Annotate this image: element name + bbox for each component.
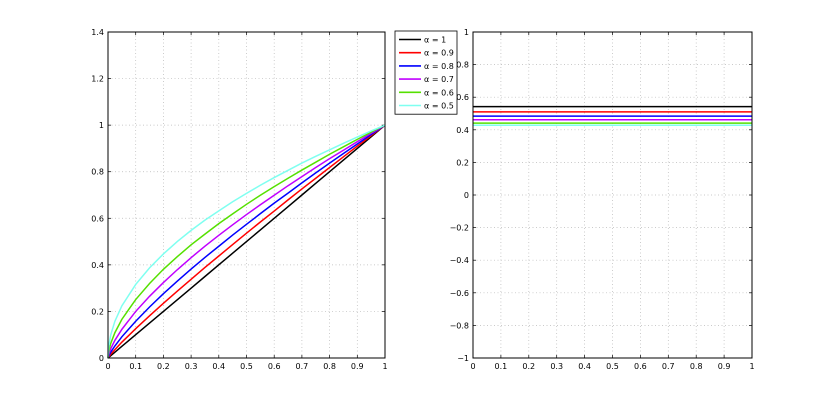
right-x-tick-label: 1 [749, 362, 754, 371]
legend-label: α = 0.5 [424, 102, 454, 111]
right-x-tick-label: 0.4 [578, 362, 591, 371]
legend-box [394, 30, 458, 115]
left-x-tick-label: 0.7 [296, 362, 309, 371]
left-x-tick-label: 0.4 [212, 362, 225, 371]
left-x-tick-label: 0 [105, 362, 110, 371]
right-y-tick-label: 0.8 [456, 61, 469, 70]
left-axes-box [107, 31, 386, 359]
right-x-tick-label: 0.3 [550, 362, 563, 371]
right-ticks: 0 0.1 0.2 0.3 0.4 0.5 0.6 0.7 0.8 0.9 1 −1 −0.8 −0.6 −… [450, 28, 755, 371]
right-x-tick-label: 0.8 [690, 362, 703, 371]
right-y-tick-label: 0 [464, 191, 469, 200]
left-y-tick-label: 0.2 [91, 307, 104, 316]
right-x-tick-label: 0.2 [522, 362, 535, 371]
right-x-tick-label: 0.1 [495, 362, 508, 371]
left-series-line-4 [107, 124, 386, 359]
left-ticks: 0 0.1 0.2 0.3 0.4 0.5 0.6 0.7 0.8 0.9 1 0 0.2 0.4 0.6 0… [91, 28, 387, 371]
left-x-tick-label: 0.9 [351, 362, 364, 371]
left-y-tick-label: 1 [99, 121, 104, 130]
right-axes-box [472, 31, 753, 359]
left-x-tick-label: 0.6 [268, 362, 281, 371]
right-x-tick-label: 0 [470, 362, 475, 371]
legend-label: α = 0.8 [424, 62, 454, 71]
legend-label: α = 0.7 [424, 75, 454, 84]
left-series-group [107, 124, 386, 359]
right-y-tick-label: 0.2 [456, 158, 469, 167]
left-x-tick-label: 0.2 [157, 362, 170, 371]
right-x-tick-label: 0.5 [606, 362, 619, 371]
left-x-tick-label: 0.3 [185, 362, 198, 371]
left-series-line-5 [107, 124, 386, 359]
left-y-tick-label: 1.2 [91, 75, 104, 84]
left-series-line-2 [107, 124, 386, 359]
left-series-line-1 [107, 124, 386, 359]
left-x-tick-label: 0.8 [323, 362, 336, 371]
right-x-tick-label: 0.6 [634, 362, 647, 371]
right-x-tick-label: 0.7 [662, 362, 675, 371]
left-grid [108, 32, 385, 358]
legend: α = 1 α = 0.9 α = 0.8 α = 0.7 α = 0.6 α = 0.5 [394, 30, 458, 115]
right-y-tick-label: −0.8 [450, 321, 469, 330]
left-y-tick-label: 0 [99, 354, 104, 363]
left-series-line-3 [107, 124, 386, 359]
left-y-tick-label: 0.4 [91, 261, 104, 270]
legend-label: α = 1 [424, 36, 446, 45]
right-y-tick-label: −1 [457, 354, 469, 363]
right-y-tick-label: 0.4 [456, 126, 469, 135]
left-y-tick-label: 1.4 [91, 28, 104, 37]
legend-label: α = 0.6 [424, 88, 454, 97]
right-grid [473, 32, 752, 358]
left-y-tick-label: 0.6 [91, 214, 104, 223]
right-y-tick-label: 1 [464, 28, 469, 37]
legend-label: α = 0.9 [424, 49, 454, 58]
left-x-tick-label: 0.1 [129, 362, 142, 371]
left-x-tick-label: 0.5 [240, 362, 253, 371]
right-series-group [473, 105, 752, 126]
right-chart-panel: 0 0.1 0.2 0.3 0.4 0.5 0.6 0.7 0.8 0.9 1 −1 −0.8 −0.6 −… [450, 28, 755, 371]
left-y-tick-label: 0.8 [91, 168, 104, 177]
left-series-line-6 [107, 124, 386, 359]
right-x-tick-label: 0.9 [718, 362, 731, 371]
left-x-tick-label: 1 [382, 362, 387, 371]
left-chart-panel: 0 0.1 0.2 0.3 0.4 0.5 0.6 0.7 0.8 0.9 1 0 0.2 0.4 0.6 0… [91, 28, 387, 371]
right-y-tick-label: −0.6 [450, 289, 469, 298]
right-y-tick-label: −0.2 [450, 224, 469, 233]
right-y-tick-label: −0.4 [450, 256, 469, 265]
right-y-tick-label: 0.6 [456, 93, 469, 102]
